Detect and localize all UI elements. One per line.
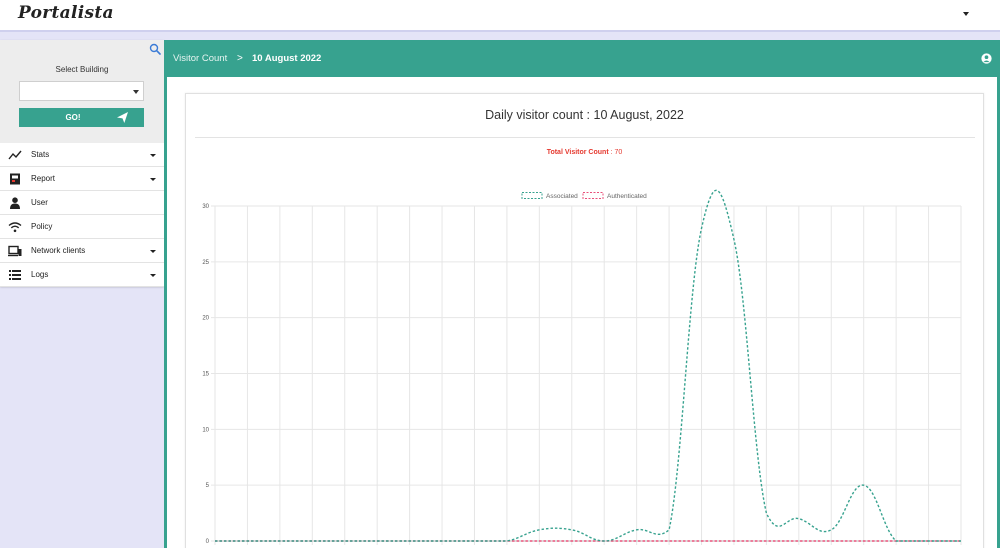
- send-icon: [117, 112, 128, 123]
- select-building-label: Select Building: [55, 65, 109, 74]
- sidebar-item-stats[interactable]: Stats: [0, 143, 164, 167]
- app-logo[interactable]: Portalista: [18, 3, 114, 23]
- go-button[interactable]: GO!: [19, 108, 144, 127]
- top-bar: Portalista: [0, 0, 1000, 32]
- sidebar-item-label: Report: [31, 174, 56, 183]
- list-icon: [9, 270, 21, 280]
- content-header: Visitor Count > 10 August 2022: [167, 40, 997, 77]
- y-tick-label: 15: [202, 372, 209, 378]
- y-tick-label: 20: [202, 316, 209, 322]
- devices-icon: [8, 245, 22, 257]
- breadcrumb-current-date: 10 August 2022: [252, 53, 322, 64]
- chevron-down-icon: [133, 90, 139, 94]
- legend-swatch: [582, 192, 604, 199]
- building-select[interactable]: [19, 81, 144, 101]
- y-tick-label: 25: [202, 260, 209, 266]
- visitor-line-chart: 12 AM1 AM2 AM3 AM4 AM5 AM6 AM7 AM8 AM9 A…: [202, 189, 962, 545]
- divider: [195, 137, 975, 138]
- legend-label: Associated: [546, 193, 578, 200]
- sidebar-item-label: Network clients: [31, 246, 86, 255]
- sidebar: Select Building GO! Stats Report User: [0, 40, 164, 548]
- total-visitor-count: Total Visitor Count : 70: [186, 149, 983, 156]
- chart-card: Daily visitor count : 10 August, 2022 To…: [185, 93, 984, 548]
- series-line-associated: [215, 189, 961, 542]
- user-menu-caret[interactable]: [960, 8, 972, 20]
- y-tick-label: 5: [206, 483, 210, 489]
- breadcrumb-visitor-count[interactable]: Visitor Count: [173, 53, 228, 64]
- report-icon: [10, 173, 20, 185]
- account-circle-icon[interactable]: [981, 53, 992, 64]
- chevron-down-icon: [963, 12, 969, 16]
- sidebar-item-report[interactable]: Report: [0, 167, 164, 191]
- user-icon: [10, 197, 20, 209]
- go-button-label: GO!: [65, 113, 81, 122]
- legend-swatch: [521, 192, 543, 199]
- main-content: Visitor Count > 10 August 2022 Daily vis…: [164, 40, 1000, 548]
- sidebar-item-label: Logs: [31, 270, 49, 279]
- sidebar-item-policy[interactable]: Policy: [0, 215, 164, 239]
- y-tick-label: 10: [202, 427, 209, 433]
- sidebar-panel: Select Building GO! Stats Report User: [0, 40, 164, 287]
- breadcrumb-separator: >: [237, 53, 243, 64]
- sidebar-item-network-clients[interactable]: Network clients: [0, 239, 164, 263]
- chevron-down-icon: [150, 178, 156, 181]
- sidebar-item-label: User: [31, 198, 48, 207]
- building-selector: Select Building GO!: [0, 40, 164, 143]
- y-tick-label: 0: [206, 539, 210, 545]
- sidebar-item-logs[interactable]: Logs: [0, 263, 164, 287]
- trend-icon: [8, 150, 22, 160]
- sidebar-item-label: Stats: [31, 150, 50, 159]
- search-icon[interactable]: [149, 43, 161, 55]
- legend-label: Authenticated: [607, 193, 647, 200]
- y-tick-label: 30: [202, 204, 209, 210]
- wifi-icon: [8, 222, 22, 233]
- sidebar-item-label: Policy: [31, 222, 53, 231]
- chevron-down-icon: [150, 250, 156, 253]
- sidebar-item-user[interactable]: User: [0, 191, 164, 215]
- chart-title: Daily visitor count : 10 August, 2022: [485, 108, 684, 122]
- total-visitor-label: Total Visitor Count: [546, 149, 609, 156]
- total-visitor-separator: :: [608, 149, 615, 156]
- chevron-down-icon: [150, 154, 156, 157]
- chevron-down-icon: [150, 274, 156, 277]
- total-visitor-value: 70: [614, 149, 623, 156]
